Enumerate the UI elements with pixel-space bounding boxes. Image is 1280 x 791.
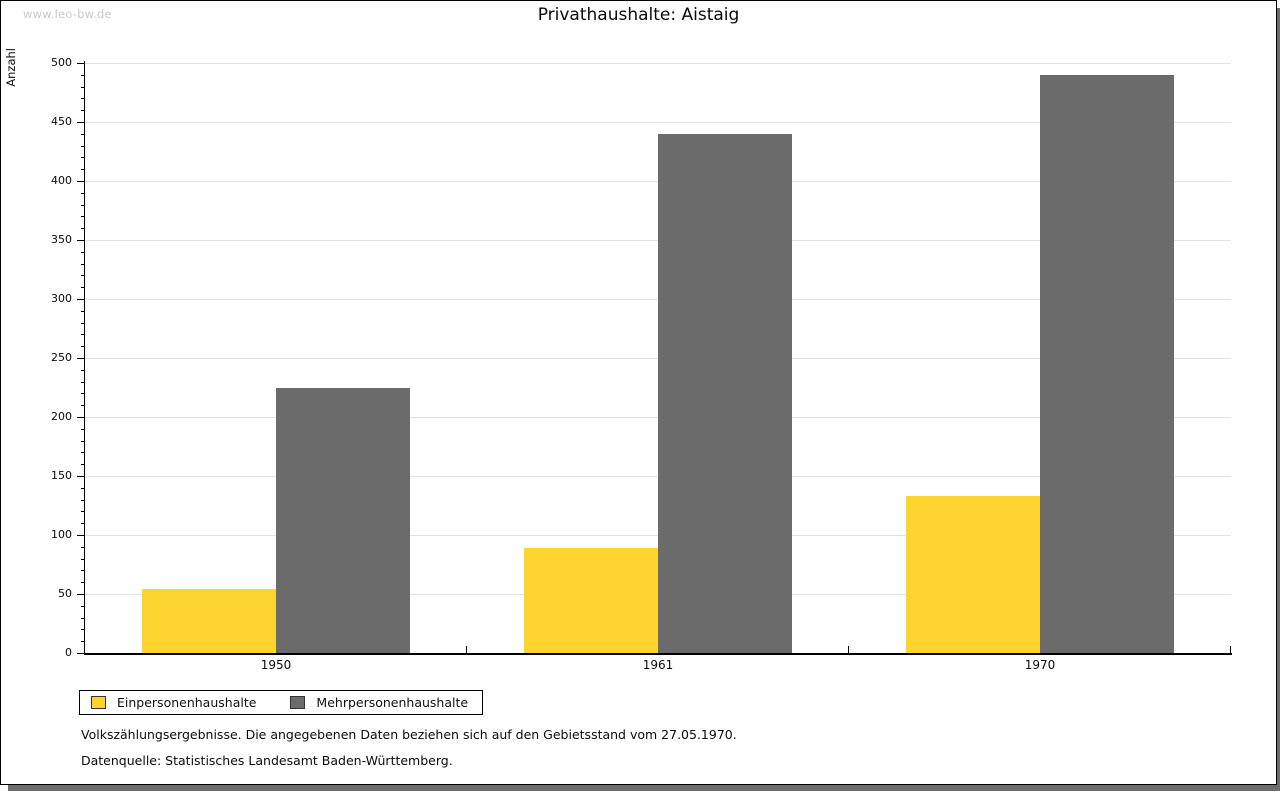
y-major-tick bbox=[77, 181, 85, 182]
bar-einpersonenhaushalte-1950 bbox=[142, 589, 276, 653]
chart-title: Privathaushalte: Aistaig bbox=[537, 5, 740, 25]
y-minor-tick bbox=[81, 169, 85, 170]
x-tick-label: 1950 bbox=[260, 658, 292, 672]
y-major-tick bbox=[77, 476, 85, 477]
footnote-datenquelle: Datenquelle: Statistisches Landesamt Bad… bbox=[81, 753, 453, 768]
x-boundary-tick bbox=[848, 646, 849, 653]
y-tick-label: 0 bbox=[65, 646, 72, 659]
y-minor-tick bbox=[81, 323, 85, 324]
y-tick-label: 350 bbox=[51, 233, 72, 246]
y-major-tick bbox=[77, 63, 85, 64]
legend-swatch-einpersonenhaushalte bbox=[91, 696, 106, 709]
y-major-tick bbox=[77, 240, 85, 241]
y-minor-tick bbox=[81, 464, 85, 465]
y-major-tick bbox=[77, 122, 85, 123]
x-axis-line bbox=[84, 653, 1232, 655]
y-tick-label: 50 bbox=[58, 587, 72, 600]
y-minor-tick bbox=[81, 311, 85, 312]
y-minor-tick bbox=[81, 511, 85, 512]
bar-mehrpersonenhaushalte-1970 bbox=[1040, 75, 1174, 653]
y-minor-tick bbox=[81, 346, 85, 347]
y-minor-tick bbox=[81, 559, 85, 560]
y-minor-tick bbox=[81, 275, 85, 276]
y-minor-tick bbox=[81, 264, 85, 265]
legend-item: Einpersonenhaushalte bbox=[91, 695, 256, 710]
y-minor-tick bbox=[81, 157, 85, 158]
y-tick-label: 300 bbox=[51, 292, 72, 305]
y-minor-tick bbox=[81, 582, 85, 583]
y-minor-tick bbox=[81, 547, 85, 548]
y-minor-tick bbox=[81, 205, 85, 206]
y-minor-tick bbox=[81, 87, 85, 88]
y-minor-tick bbox=[81, 110, 85, 111]
bar-mehrpersonenhaushalte-1950 bbox=[276, 388, 410, 653]
y-tick-label: 500 bbox=[51, 56, 72, 69]
gridline bbox=[85, 122, 1231, 123]
y-minor-tick bbox=[81, 393, 85, 394]
legend-swatch-mehrpersonenhaushalte bbox=[290, 696, 306, 709]
y-major-tick bbox=[77, 299, 85, 300]
y-minor-tick bbox=[81, 287, 85, 288]
watermark: www.leo-bw.de bbox=[23, 7, 112, 21]
y-minor-tick bbox=[81, 641, 85, 642]
y-major-tick bbox=[77, 535, 85, 536]
y-major-tick bbox=[77, 358, 85, 359]
y-minor-tick bbox=[81, 488, 85, 489]
gridline bbox=[85, 63, 1231, 64]
x-boundary-tick bbox=[466, 646, 467, 653]
y-tick-label: 400 bbox=[51, 174, 72, 187]
y-tick-label: 250 bbox=[51, 351, 72, 364]
y-minor-tick bbox=[81, 146, 85, 147]
y-minor-tick bbox=[81, 606, 85, 607]
y-major-tick bbox=[77, 417, 85, 418]
x-tick-label: 1961 bbox=[642, 658, 674, 672]
y-tick-label: 100 bbox=[51, 528, 72, 541]
y-major-tick bbox=[77, 594, 85, 595]
y-minor-tick bbox=[81, 134, 85, 135]
y-minor-tick bbox=[81, 429, 85, 430]
y-minor-tick bbox=[81, 405, 85, 406]
bar-mehrpersonenhaushalte-1961 bbox=[658, 134, 792, 653]
y-minor-tick bbox=[81, 75, 85, 76]
y-tick-label: 200 bbox=[51, 410, 72, 423]
y-major-tick bbox=[77, 653, 85, 654]
y-tick-label: 450 bbox=[51, 115, 72, 128]
y-minor-tick bbox=[81, 216, 85, 217]
y-minor-tick bbox=[81, 334, 85, 335]
y-minor-tick bbox=[81, 252, 85, 253]
y-minor-tick bbox=[81, 193, 85, 194]
y-minor-tick bbox=[81, 370, 85, 371]
y-minor-tick bbox=[81, 500, 85, 501]
legend-label: Einpersonenhaushalte bbox=[117, 695, 257, 710]
bar-einpersonenhaushalte-1970 bbox=[906, 496, 1040, 653]
x-boundary-tick bbox=[1230, 646, 1231, 653]
x-tick-label: 1970 bbox=[1024, 658, 1056, 672]
legend: Einpersonenhaushalte Mehrpersonenhaushal… bbox=[79, 690, 484, 715]
y-minor-tick bbox=[81, 570, 85, 571]
y-minor-tick bbox=[81, 523, 85, 524]
bar-einpersonenhaushalte-1961 bbox=[524, 548, 658, 653]
y-minor-tick bbox=[81, 629, 85, 630]
legend-label: Mehrpersonenhaushalte bbox=[316, 695, 469, 710]
y-tick-label: 150 bbox=[51, 469, 72, 482]
y-axis-line bbox=[84, 61, 85, 653]
y-minor-tick bbox=[81, 441, 85, 442]
y-minor-tick bbox=[81, 452, 85, 453]
y-minor-tick bbox=[81, 228, 85, 229]
y-minor-tick bbox=[81, 382, 85, 383]
y-minor-tick bbox=[81, 618, 85, 619]
footnote-gebietsstand: Volkszählungsergebnisse. Die angegebenen… bbox=[81, 727, 737, 742]
legend-item: Mehrpersonenhaushalte bbox=[290, 695, 468, 710]
y-minor-tick bbox=[81, 98, 85, 99]
